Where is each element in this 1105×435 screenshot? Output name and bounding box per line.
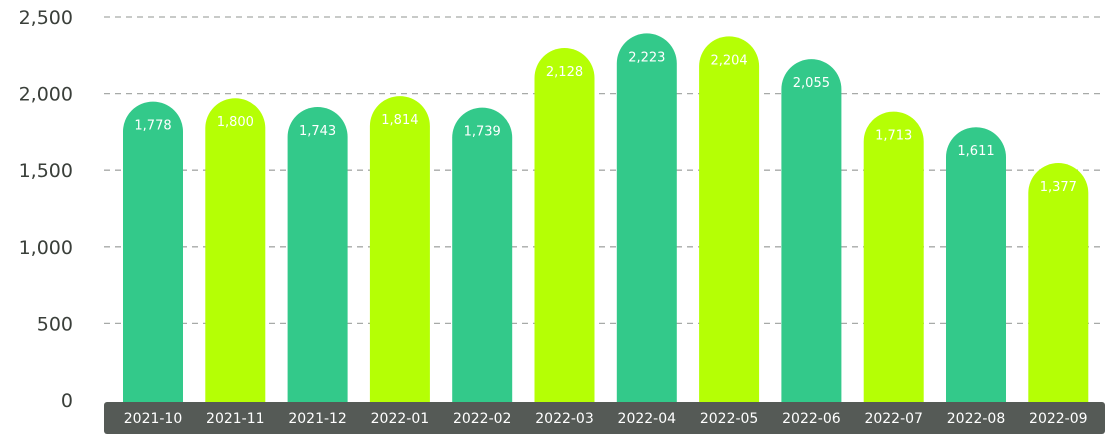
data-label: 1,713: [875, 129, 912, 144]
x-axis-band: [104, 402, 1105, 434]
grid-lines: [104, 16, 1103, 325]
data-label: 1,800: [217, 115, 254, 130]
y-tick-label: 1,000: [19, 237, 73, 259]
data-label: 2,223: [628, 50, 665, 65]
x-tick-label: 2022-06: [782, 411, 841, 427]
y-tick-label: 0: [61, 390, 73, 412]
bar: [369, 96, 430, 408]
x-tick-label: 2022-09: [1029, 411, 1088, 427]
bars: [123, 33, 1089, 409]
y-tick-label: 1,500: [19, 160, 73, 182]
y-tick-label: 500: [37, 313, 73, 335]
data-labels: 1,778 1,800 1,743 1,814 1,739 2,128 2,223 2,204…: [134, 50, 1077, 195]
data-label: 1,743: [299, 124, 336, 139]
y-tick-label: 2,000: [19, 84, 73, 106]
bar: [287, 106, 348, 408]
bar: [781, 59, 842, 408]
bar: [534, 47, 595, 408]
x-tick-label: 2022-07: [864, 411, 923, 427]
bar: [616, 33, 677, 408]
x-axis-labels: 2021-10 2021-11 2021-12 2022-01 2022-02 2022-…: [124, 411, 1088, 427]
x-tick-label: 2022-03: [535, 411, 594, 427]
data-label: 1,377: [1040, 180, 1077, 195]
x-tick-label: 2021-10: [124, 411, 183, 427]
bar: [123, 101, 183, 408]
data-label: 2,055: [793, 76, 830, 91]
x-tick-label: 2022-01: [371, 411, 430, 427]
bar: [699, 36, 760, 409]
y-axis-labels: 0 500 1,000 1,500 2,000 2,500: [19, 7, 73, 412]
data-label: 1,739: [464, 125, 501, 140]
y-tick-label: 2,500: [19, 7, 73, 29]
bar: [946, 127, 1007, 409]
x-tick-label: 2022-04: [618, 411, 677, 427]
data-label: 2,128: [546, 65, 583, 80]
data-label: 1,814: [381, 113, 418, 128]
x-tick-label: 2022-08: [947, 411, 1006, 427]
bar: [1028, 163, 1089, 408]
bar: [452, 107, 513, 408]
data-label: 2,204: [710, 53, 747, 68]
bar: [205, 98, 266, 408]
data-label: 1,611: [957, 144, 994, 159]
x-tick-label: 2021-12: [288, 411, 347, 427]
x-tick-label: 2022-05: [700, 411, 759, 427]
x-tick-label: 2022-02: [453, 411, 512, 427]
data-label: 1,778: [134, 119, 171, 134]
x-tick-label: 2021-11: [206, 411, 265, 427]
bar: [863, 111, 924, 408]
